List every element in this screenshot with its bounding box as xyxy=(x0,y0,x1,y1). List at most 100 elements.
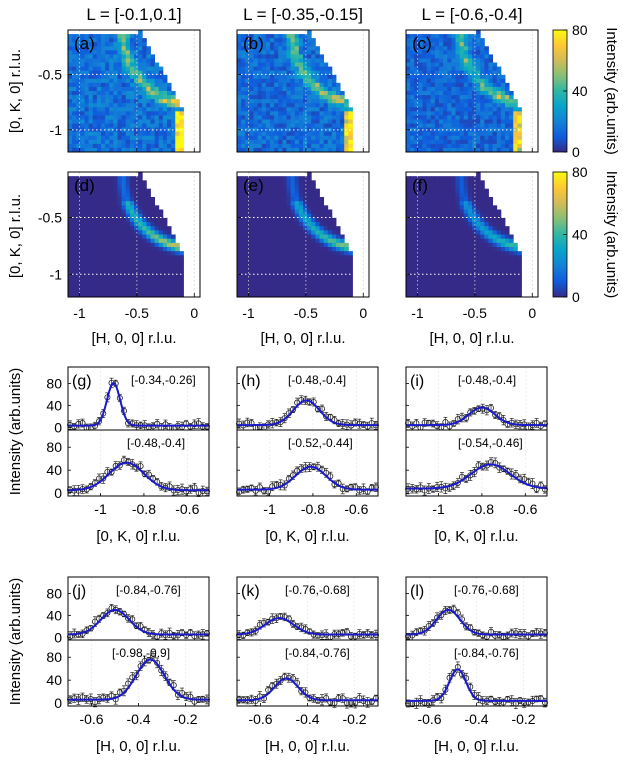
heatmap-cell xyxy=(286,267,292,273)
heatmap-cell xyxy=(113,115,118,120)
heatmap-cell xyxy=(336,123,341,128)
heatmap-cell xyxy=(463,135,469,141)
heatmap-cell xyxy=(294,135,300,141)
heatmap-cell xyxy=(261,276,267,281)
heatmap-cell xyxy=(84,288,90,294)
heatmap-cell xyxy=(138,46,143,51)
heatmap-cell xyxy=(142,143,147,149)
heatmap-cell xyxy=(150,238,156,244)
heatmap-cell xyxy=(455,272,461,277)
heatmap-cell xyxy=(92,99,98,104)
heatmap-cell xyxy=(154,217,160,223)
heatmap-cell xyxy=(138,259,143,265)
heatmap-cell xyxy=(113,280,118,285)
heatmap-cell xyxy=(331,91,337,96)
heatmap-cell xyxy=(443,135,448,141)
heatmap-cell xyxy=(426,238,432,244)
heatmap-cell xyxy=(76,176,81,181)
heatmap-cell xyxy=(430,242,436,248)
heatmap-cell xyxy=(472,226,477,231)
heatmap-cell xyxy=(298,280,304,285)
data-point xyxy=(314,406,321,413)
heatmap-cell xyxy=(249,288,254,294)
heatmap-cell xyxy=(406,119,411,124)
heatmap-cell xyxy=(480,46,485,51)
heatmap-cell xyxy=(447,139,452,145)
heatmap-cell xyxy=(307,107,312,112)
heatmap-cell xyxy=(101,34,106,39)
heatmap-cell xyxy=(434,46,440,51)
heatmap-cell xyxy=(406,70,411,76)
heatmap-cell xyxy=(422,259,428,265)
heatmap-cell xyxy=(154,115,160,120)
heatmap-cell xyxy=(476,205,481,210)
heatmap-cell xyxy=(109,91,114,96)
heatmap-cell xyxy=(476,115,481,120)
heatmap-cell xyxy=(294,70,300,76)
heatmap-cell xyxy=(80,78,85,84)
heatmap-cell xyxy=(113,143,118,149)
heatmap-cell xyxy=(101,288,106,294)
heatmap-cell xyxy=(129,119,135,124)
heatmap-cell xyxy=(323,147,329,152)
heatmap-cell xyxy=(257,205,263,210)
heatmap-cell xyxy=(500,230,506,235)
heatmap-cell xyxy=(138,201,143,206)
heatmap-panel: (e) xyxy=(236,171,370,298)
heatmap-cell xyxy=(410,99,415,104)
heatmap-cell xyxy=(129,143,135,149)
heatmap-cell xyxy=(472,107,477,112)
heatmap-cell xyxy=(138,42,143,47)
heatmap-cell xyxy=(517,131,522,137)
heatmap-cell xyxy=(410,267,415,273)
heatmap-cell xyxy=(265,50,271,55)
heatmap-cell xyxy=(492,222,498,227)
heatmap-cell xyxy=(455,201,461,206)
heatmap-cell xyxy=(439,107,444,112)
heatmap-cell xyxy=(443,139,448,145)
heatmap-cell xyxy=(158,86,164,92)
heatmap-cell xyxy=(513,119,518,124)
heatmap-cell xyxy=(96,42,102,47)
heatmap-cell xyxy=(241,82,246,88)
heatmap-cell xyxy=(84,50,90,55)
heatmap-cell xyxy=(488,58,494,63)
heatmap-cell xyxy=(467,242,473,248)
heatmap-cell xyxy=(496,247,502,252)
heatmap-cell xyxy=(472,247,477,252)
heatmap-cell xyxy=(286,192,292,198)
heatmap-cell xyxy=(270,91,275,96)
heatmap-cell xyxy=(96,139,102,145)
heatmap-cell xyxy=(72,135,77,141)
heatmap-cell xyxy=(278,238,283,244)
heatmap-cell xyxy=(426,226,432,231)
heatmap-cell xyxy=(492,280,498,285)
heatmap-cell xyxy=(513,111,518,116)
heatmap-cell xyxy=(463,192,469,198)
heatmap-cell xyxy=(162,135,168,141)
heatmap-cell xyxy=(138,292,143,297)
heatmap-cell xyxy=(422,123,428,128)
heatmap-cell xyxy=(311,192,316,198)
heatmap-cell xyxy=(101,95,106,100)
heatmap-cell xyxy=(480,205,485,210)
heatmap-cell xyxy=(117,292,123,297)
heatmap-cell xyxy=(307,119,312,124)
heatmap-cell xyxy=(430,131,436,137)
heatmap-cell xyxy=(261,251,267,256)
heatmap-cell xyxy=(509,147,514,152)
heatmap-cell xyxy=(261,91,267,96)
heatmap-cell xyxy=(105,99,110,104)
heatmap-cell xyxy=(298,131,304,137)
heatmap-cell xyxy=(434,276,440,281)
heatmap-cell xyxy=(76,217,81,223)
heatmap-cell xyxy=(406,288,411,294)
heatmap-cell xyxy=(88,123,94,128)
heatmap-cell xyxy=(274,247,279,252)
heatmap-cell xyxy=(80,119,85,124)
heatmap-cell xyxy=(146,139,151,145)
heatmap-cell xyxy=(117,46,123,51)
y-axis-label: [0, K, 0] r.l.u. xyxy=(7,194,24,278)
heatmap-cell xyxy=(505,135,510,141)
heatmap-cell xyxy=(265,197,271,202)
